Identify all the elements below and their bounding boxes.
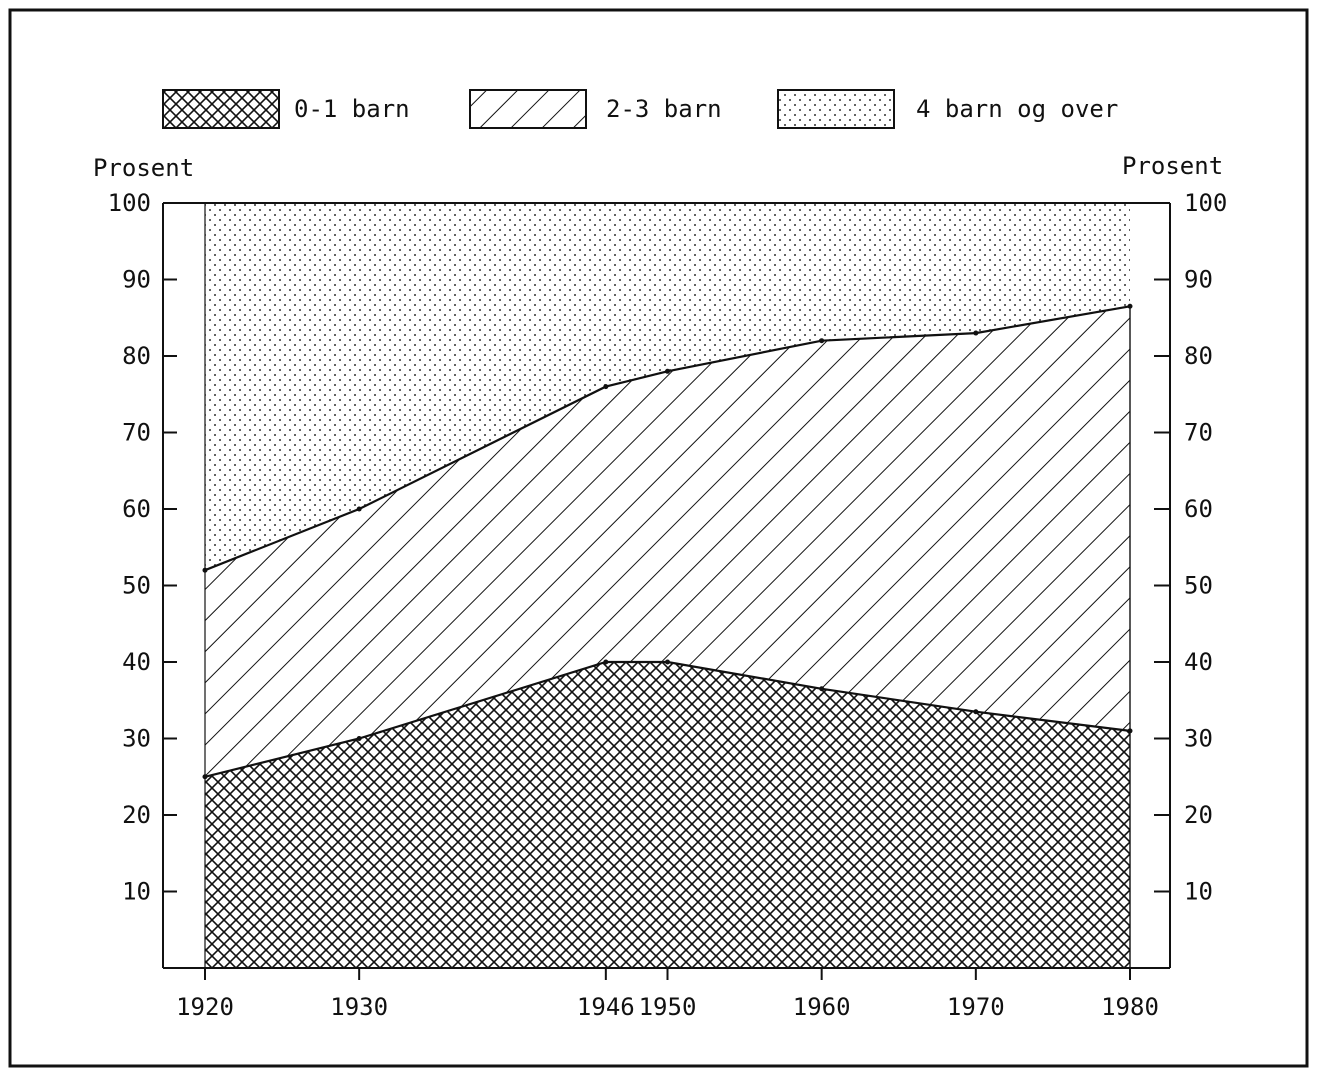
data-point [356,736,362,741]
y-tick-label-right: 10 [1184,878,1213,906]
x-tick-label: 1930 [330,993,388,1021]
x-tick-label: 1920 [176,993,234,1021]
area-2-3-barn [205,306,1130,777]
y-tick-label-left: 80 [122,342,151,370]
data-point [356,506,362,512]
legend-swatch-dots [777,89,895,129]
y-tick-label-left: 20 [122,801,151,829]
legend-swatch-crosshatch [162,89,280,129]
stacked-area-chart: 10 20 30 40 50 60 70 80 90 100 10 20 30 40 50 60 70 80 90 1… [8,8,1309,1068]
y-tick-label-right: 90 [1184,266,1213,294]
data-point [819,338,825,344]
x-tick-label: 1946 [577,993,635,1021]
x-tick-label: 1960 [793,993,851,1021]
chart-frame: 10 20 30 40 50 60 70 80 90 100 10 20 30 40 50 60 70 80 90 1… [8,8,1309,1068]
legend: 0-1 barn 2-3 barn 4 barn og over [162,89,1118,129]
area-4-barn-og-over [205,203,1130,571]
y-tick-label-left: 40 [122,648,151,676]
data-point [603,384,609,390]
data-point [665,659,670,665]
y-tick-label-right: 20 [1184,801,1213,829]
data-point [603,659,609,665]
y-tick-label-left: 70 [122,419,151,447]
legend-label: 2-3 barn [606,95,722,123]
y-axis-label-left: Prosent [93,154,194,182]
y-tick-label-left: 90 [122,266,151,294]
axes [162,202,1171,980]
y-tick-label-right: 60 [1184,495,1213,523]
y-tick-label-right: 30 [1184,725,1213,753]
data-point [665,368,670,374]
legend-label: 4 barn og over [916,95,1118,123]
tick-labels: 10 20 30 40 50 60 70 80 90 100 10 20 30 40 50 60 70 80 90 1… [108,189,1228,1021]
y-tick-label-left: 30 [122,725,151,753]
x-tick-label: 1970 [947,993,1005,1021]
y-tick-label-left: 60 [122,495,151,523]
data-point [973,330,979,336]
y-tick-label-right: 70 [1184,419,1213,447]
y-tick-label-left: 10 [122,878,151,906]
y-tick-label-right: 100 [1184,189,1227,217]
y-tick-label-left: 100 [108,189,151,217]
y-tick-label-right: 80 [1184,342,1213,370]
data-point [973,709,979,715]
x-tick-label: 1950 [639,993,697,1021]
y-tick-label-right: 50 [1184,572,1213,600]
y-tick-label-right: 40 [1184,648,1213,676]
legend-swatch-diagonal [469,89,587,129]
y-tick-label-left: 50 [122,572,151,600]
legend-label: 0-1 barn [294,95,410,123]
area-layers [202,203,1133,968]
area-0-1-barn [205,662,1130,968]
y-axis-label-right: Prosent [1122,152,1223,180]
data-point [819,686,825,692]
x-tick-label: 1980 [1101,993,1159,1021]
